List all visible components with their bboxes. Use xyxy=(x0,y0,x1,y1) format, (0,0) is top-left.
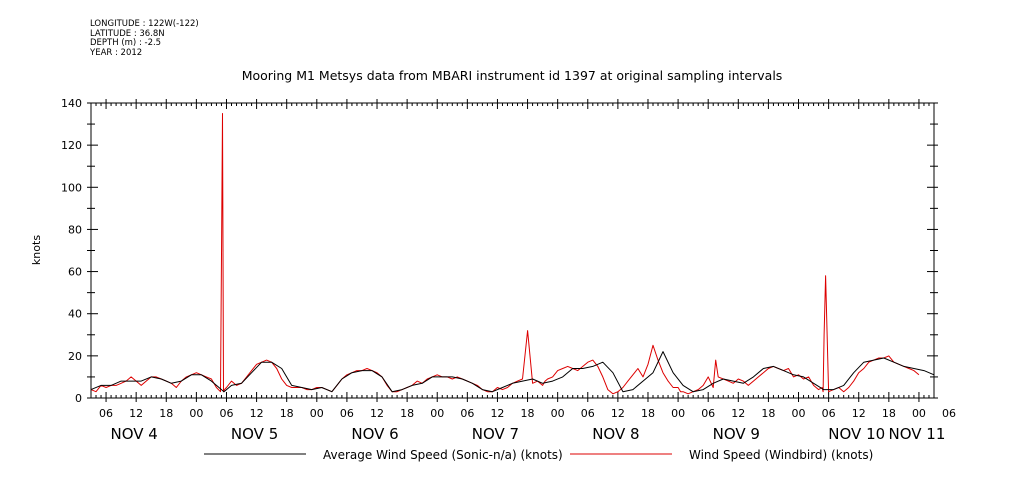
x-tick-label: 06 xyxy=(99,407,113,420)
x-tick-label: 00 xyxy=(189,407,203,420)
day-label: NOV 4 xyxy=(110,425,157,443)
y-tick-label: 40 xyxy=(68,308,82,321)
y-tick-label: 100 xyxy=(61,181,82,194)
day-label: NOV 9 xyxy=(713,425,760,443)
x-tick-label: 18 xyxy=(761,407,775,420)
x-tick-label: 18 xyxy=(882,407,896,420)
day-label: NOV 11 xyxy=(889,425,946,443)
x-tick-label: 18 xyxy=(521,407,535,420)
x-tick-label: 18 xyxy=(641,407,655,420)
x-tick-label: 00 xyxy=(551,407,565,420)
meta-depth: DEPTH (m) : -2.5 xyxy=(90,38,162,48)
legend-label-average: Average Wind Speed (Sonic-n/a) (knots) xyxy=(323,448,563,462)
meta-longitude: LONGITUDE : 122W(-122) xyxy=(90,19,199,29)
x-tick-label: 06 xyxy=(701,407,715,420)
y-tick-labels: 0 20 40 60 80 100 120 140 xyxy=(61,97,82,405)
y-tick-label: 120 xyxy=(61,139,82,152)
day-labels: NOV 4 NOV 5 NOV 6 NOV 7 NOV 8 NOV 9 NOV 10 NOV … xyxy=(110,425,945,443)
x-tick-label: 18 xyxy=(400,407,414,420)
x-tick-label: 06 xyxy=(340,407,354,420)
x-tick-label: 12 xyxy=(250,407,264,420)
legend-label-windbird: Wind Speed (Windbird) (knots) xyxy=(689,448,873,462)
x-tick-label: 00 xyxy=(430,407,444,420)
x-tick-label: 06 xyxy=(219,407,233,420)
tick-marks xyxy=(87,99,938,402)
metadata-block: LONGITUDE : 122W(-122) LATITUDE : 36.8N … xyxy=(90,19,199,58)
day-label: NOV 10 xyxy=(828,425,885,443)
series-lines xyxy=(90,113,935,395)
x-tick-label: 12 xyxy=(370,407,384,420)
x-tick-label: 00 xyxy=(792,407,806,420)
series-line xyxy=(90,113,920,395)
legend: Average Wind Speed (Sonic-n/a) (knots) W… xyxy=(204,448,873,462)
x-tick-label: 12 xyxy=(731,407,745,420)
day-label: NOV 5 xyxy=(231,425,278,443)
meta-latitude: LATITUDE : 36.8N xyxy=(90,28,165,39)
x-tick-label: 06 xyxy=(460,407,474,420)
x-tick-label: 12 xyxy=(129,407,143,420)
y-tick-label: 60 xyxy=(68,266,82,279)
y-tick-label: 140 xyxy=(61,97,82,110)
y-tick-label: 80 xyxy=(68,223,82,236)
x-tick-label: 06 xyxy=(822,407,836,420)
day-label: NOV 8 xyxy=(592,425,639,443)
y-axis-label: knots xyxy=(30,235,43,265)
x-tick-label: 00 xyxy=(310,407,324,420)
day-label: NOV 7 xyxy=(472,425,519,443)
y-tick-label: 0 xyxy=(75,392,82,405)
y-tick-label: 20 xyxy=(68,350,82,363)
x-tick-label: 00 xyxy=(671,407,685,420)
x-tick-label: 00 xyxy=(912,407,926,420)
x-tick-label: 18 xyxy=(280,407,294,420)
series-line xyxy=(90,351,935,393)
x-tick-labels: 06 12 18 00 06 12 18 00 06 12 18 00 06 12 18 00 06 12 18 00… xyxy=(99,407,956,420)
plot-frame xyxy=(90,102,935,399)
x-tick-label: 12 xyxy=(611,407,625,420)
x-tick-label: 06 xyxy=(942,407,956,420)
meta-year: YEAR : 2012 xyxy=(90,47,143,58)
x-tick-label: 06 xyxy=(581,407,595,420)
x-tick-label: 18 xyxy=(159,407,173,420)
day-label: NOV 6 xyxy=(351,425,398,443)
chart-title: Mooring M1 Metsys data from MBARI instru… xyxy=(242,68,783,83)
x-tick-label: 12 xyxy=(490,407,504,420)
x-tick-label: 12 xyxy=(852,407,866,420)
